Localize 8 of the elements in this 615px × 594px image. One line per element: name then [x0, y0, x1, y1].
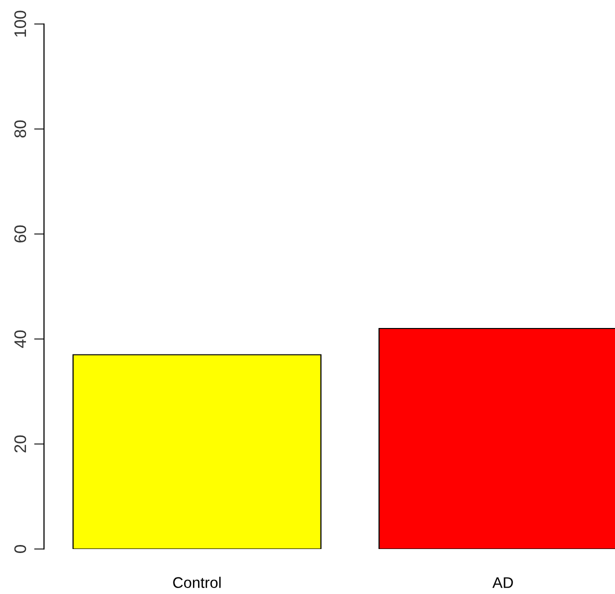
y-tick-label: 80 [14, 120, 26, 138]
y-tick-label: 0 [14, 545, 26, 553]
y-tick-label: 20 [14, 435, 26, 452]
y-tick-label: 60 [14, 225, 26, 242]
x-tick-label: Control [173, 576, 221, 588]
y-tick-label: 40 [14, 330, 26, 348]
y-tick-label: 100 [14, 10, 26, 37]
x-tick-label: AD [492, 577, 513, 588]
